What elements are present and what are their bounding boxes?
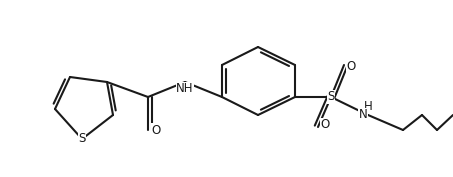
Text: NH: NH [176, 82, 194, 96]
Text: O: O [320, 118, 330, 132]
Text: O: O [151, 124, 161, 136]
Text: S: S [78, 133, 86, 145]
Text: O: O [347, 61, 356, 73]
Text: N: N [359, 109, 367, 121]
Text: H: H [364, 101, 372, 113]
Text: S: S [328, 90, 335, 104]
